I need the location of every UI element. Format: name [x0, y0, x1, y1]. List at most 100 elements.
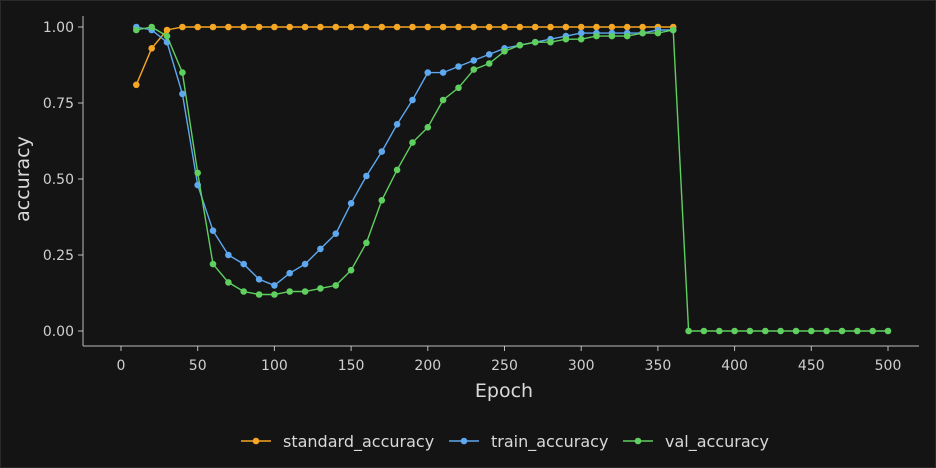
data-point: [731, 327, 738, 335]
data-point: [378, 197, 386, 204]
data-point: [271, 282, 278, 289]
x-tick-label: 0: [117, 358, 126, 374]
data-point: [378, 148, 386, 155]
data-point: [424, 23, 432, 31]
data-point: [393, 23, 401, 31]
data-point: [792, 327, 800, 335]
data-point: [148, 23, 155, 31]
y-tick-label: 0.00: [43, 324, 74, 340]
data-point: [623, 32, 631, 40]
data-point: [133, 26, 140, 34]
data-point: [531, 23, 539, 31]
data-point: [593, 32, 600, 40]
data-point: [577, 35, 585, 43]
data-point: [286, 288, 294, 295]
data-point: [163, 32, 171, 40]
series-line: [136, 26, 888, 332]
data-point: [332, 23, 340, 31]
data-point: [823, 327, 830, 335]
data-point: [332, 282, 340, 289]
data-point: [439, 96, 447, 104]
data-point: [148, 45, 155, 52]
data-point: [317, 285, 324, 292]
data-point: [424, 124, 432, 131]
data-point: [716, 327, 723, 335]
x-tick-label: 400: [721, 358, 748, 374]
data-point: [393, 166, 401, 174]
legend-key-marker: [252, 437, 260, 445]
data-point: [301, 23, 309, 31]
legend-label: val_accuracy: [665, 432, 769, 452]
data-point: [516, 41, 524, 49]
legend-item: val_accuracy: [623, 432, 769, 452]
data-point: [577, 29, 585, 37]
data-point: [378, 23, 386, 31]
data-point: [225, 279, 232, 286]
data-point: [869, 327, 876, 335]
data-point: [209, 260, 217, 268]
data-point: [547, 38, 554, 46]
data-point: [363, 239, 370, 247]
y-tick-label: 0.25: [43, 248, 74, 264]
data-point: [777, 327, 784, 335]
data-point: [332, 230, 340, 237]
data-point: [762, 327, 769, 335]
data-point: [240, 23, 247, 31]
data-point: [179, 23, 186, 31]
series-val_accuracy: [133, 23, 892, 335]
data-point: [547, 23, 554, 31]
data-point: [347, 200, 355, 207]
series-layer: [133, 23, 892, 335]
data-point: [301, 288, 309, 295]
legend-key-marker: [634, 437, 642, 445]
series-line: [135, 26, 674, 86]
data-point: [271, 291, 278, 298]
data-point: [470, 66, 478, 73]
data-point: [194, 23, 201, 31]
data-point: [424, 69, 432, 76]
legend-label: train_accuracy: [491, 432, 608, 452]
y-axis-title: accuracy: [12, 136, 34, 222]
data-point: [409, 96, 416, 104]
x-tick-label: 300: [568, 358, 595, 374]
data-point: [209, 23, 217, 31]
data-point: [485, 51, 493, 58]
axes: 0 50 100 150 200 250 300 350 400 450 500 0.00 0.25 0.…: [43, 16, 919, 374]
data-point: [286, 269, 294, 277]
data-point: [531, 38, 539, 46]
data-point: [854, 327, 861, 335]
data-point: [455, 63, 462, 70]
data-point: [838, 327, 846, 335]
data-point: [639, 23, 646, 31]
data-point: [439, 23, 447, 31]
data-point: [133, 81, 140, 89]
data-point: [347, 23, 355, 31]
data-point: [363, 172, 370, 180]
data-point: [608, 32, 616, 40]
x-tick-label: 150: [338, 358, 365, 374]
data-point: [163, 26, 171, 34]
data-point: [562, 35, 570, 43]
data-point: [577, 23, 585, 31]
legend: standard_accuracy train_accuracy val_accur…: [241, 432, 769, 452]
data-point: [639, 29, 646, 37]
data-point: [317, 23, 324, 31]
legend-item: train_accuracy: [449, 432, 608, 452]
data-point: [455, 23, 462, 31]
data-point: [286, 23, 294, 31]
data-point: [654, 29, 662, 37]
data-point: [470, 57, 478, 64]
data-point: [209, 227, 217, 234]
y-tick-label: 1.00: [43, 20, 74, 36]
data-point: [516, 23, 524, 31]
x-axis-title: Epoch: [475, 380, 533, 402]
data-point: [485, 60, 493, 67]
data-point: [255, 276, 263, 283]
x-tick-label: 250: [491, 358, 518, 374]
data-point: [194, 169, 201, 177]
data-point: [255, 23, 263, 31]
data-point: [225, 251, 232, 259]
data-point: [562, 23, 570, 31]
data-point: [808, 327, 815, 335]
